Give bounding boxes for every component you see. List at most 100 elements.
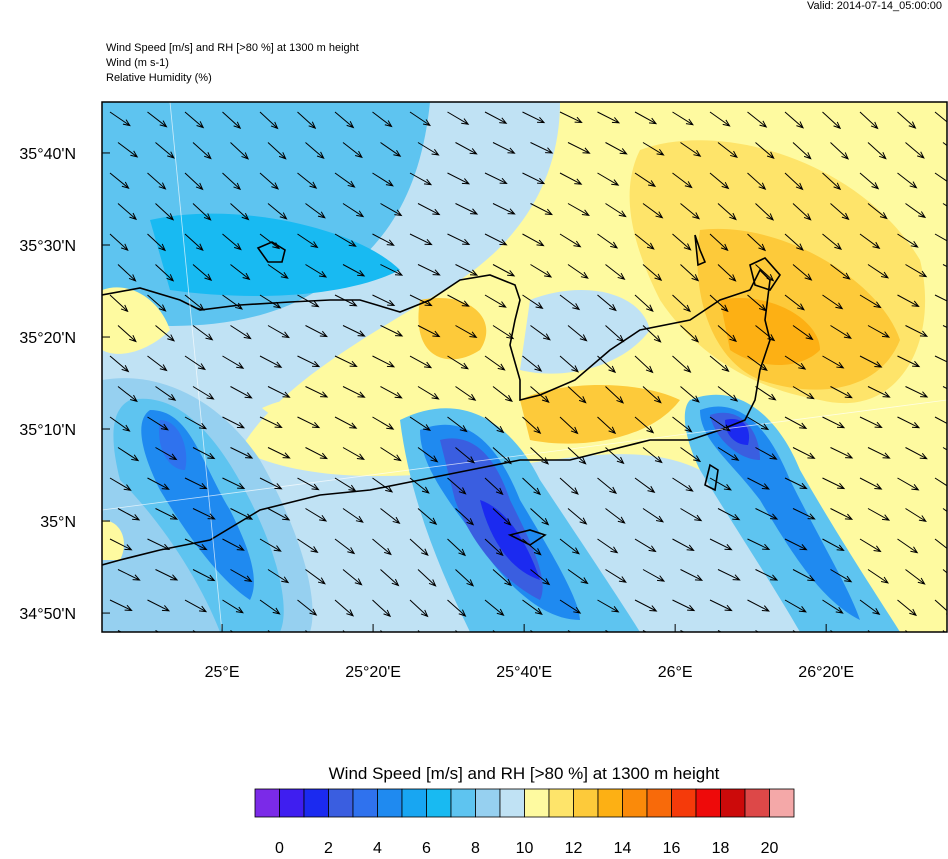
wind-arrow <box>934 538 947 550</box>
wind-arrow <box>184 416 208 430</box>
wind-arrow <box>597 599 620 613</box>
wind-arrow <box>784 294 805 311</box>
wind-arrow <box>184 233 204 251</box>
wind-arrow <box>784 172 804 191</box>
wind-arrow <box>259 355 283 368</box>
wind-arrow <box>897 416 921 429</box>
wind-arrow <box>109 172 130 189</box>
wind-arrow <box>305 447 328 460</box>
wind-arrow <box>672 538 695 552</box>
wind-arrow <box>230 447 254 459</box>
wind-arrow <box>792 569 816 582</box>
x-tick-label: 25°20'E <box>345 664 401 681</box>
wind-arrow <box>559 599 582 614</box>
wind-arrow <box>259 111 279 130</box>
wind-arrow <box>155 447 178 461</box>
wind-arrow <box>380 203 403 217</box>
wind-arrow <box>492 325 515 340</box>
wind-arrow <box>567 142 591 154</box>
wind-arrow <box>184 538 208 551</box>
wind-arrow <box>372 477 394 493</box>
x-tick-label: 26°E <box>658 664 693 681</box>
wind-arrow <box>867 508 891 521</box>
wind-arrow <box>380 447 402 462</box>
wind-arrow <box>672 599 696 612</box>
wind-arrow <box>192 508 216 520</box>
wind-arrow <box>934 599 947 615</box>
wind-arrow <box>822 294 844 310</box>
wind-arrow <box>792 203 812 221</box>
wind-arrow <box>830 508 854 520</box>
wind-arrow <box>672 172 693 189</box>
wind-arrow <box>184 294 205 311</box>
wind-arrow <box>447 477 467 495</box>
wind-arrow <box>334 172 356 188</box>
wind-arrow <box>492 508 512 526</box>
wind-arrow <box>934 416 947 425</box>
wind-arrow <box>372 294 396 307</box>
wind-arrow <box>417 264 441 276</box>
wind-arrow <box>717 386 739 402</box>
wind-arrow <box>305 569 326 585</box>
wind-arrow <box>747 538 771 550</box>
wind-arrow <box>859 294 882 309</box>
wind-arrow <box>934 477 947 487</box>
wind-arrow <box>484 172 508 185</box>
wind-arrow <box>905 142 925 159</box>
wind-arrow <box>897 111 917 129</box>
wind-arrow <box>380 386 403 399</box>
wind-arrow <box>747 416 770 431</box>
wind-arrow <box>634 233 655 250</box>
wind-arrow <box>597 477 618 495</box>
colorbar-box <box>573 788 599 818</box>
wind-arrow <box>522 111 546 124</box>
wind-arrow <box>334 416 358 429</box>
wind-arrow <box>372 233 395 246</box>
wind-arrow <box>567 264 589 279</box>
wind-arrow <box>409 416 432 432</box>
wind-arrow <box>905 569 926 585</box>
wind-arrow <box>447 233 471 246</box>
wind-arrow <box>109 477 132 491</box>
wind-arrow <box>297 599 318 616</box>
wind-arrow <box>755 264 775 282</box>
wind-arrow <box>117 447 140 462</box>
wind-arrow <box>755 508 779 520</box>
wind-arrow <box>747 111 768 128</box>
wind-arrow <box>380 508 401 525</box>
wind-arrow <box>155 508 179 520</box>
wind-arrow <box>230 142 250 160</box>
wind-arrow <box>267 447 291 459</box>
wind-arrow <box>155 386 177 401</box>
wind-arrow <box>784 477 808 490</box>
x-tick-label: 26°20'E <box>798 664 854 681</box>
colorbar-label: 18 <box>712 840 730 854</box>
wind-arrow <box>455 630 459 632</box>
wind-arrow <box>784 416 808 430</box>
wind-arrow <box>267 142 287 160</box>
wind-arrow <box>222 355 245 369</box>
colorbar-box <box>426 788 452 818</box>
wind-arrow <box>117 508 141 521</box>
wind-arrow <box>455 142 478 155</box>
wind-arrow <box>717 264 737 282</box>
wind-arrow <box>867 447 891 459</box>
wind-arrow <box>530 203 553 216</box>
wind-arrow <box>672 294 692 313</box>
wind-arrow <box>492 447 512 465</box>
wind-arrow <box>709 233 729 252</box>
wind-arrow <box>792 447 816 459</box>
wind-arrow <box>784 111 805 129</box>
wind-arrow <box>530 508 550 526</box>
wind-arrow <box>597 538 619 554</box>
wind-arrow <box>155 203 175 221</box>
wind-arrow <box>792 142 812 160</box>
wind-arrow <box>484 294 507 308</box>
wind-arrow <box>380 264 404 276</box>
colorbar-box <box>622 788 648 818</box>
wind-arrow <box>747 477 770 490</box>
wind-arrow <box>409 538 429 556</box>
wind-arrow <box>709 294 729 313</box>
wind-arrow <box>117 264 137 282</box>
wind-arrow <box>117 142 139 158</box>
